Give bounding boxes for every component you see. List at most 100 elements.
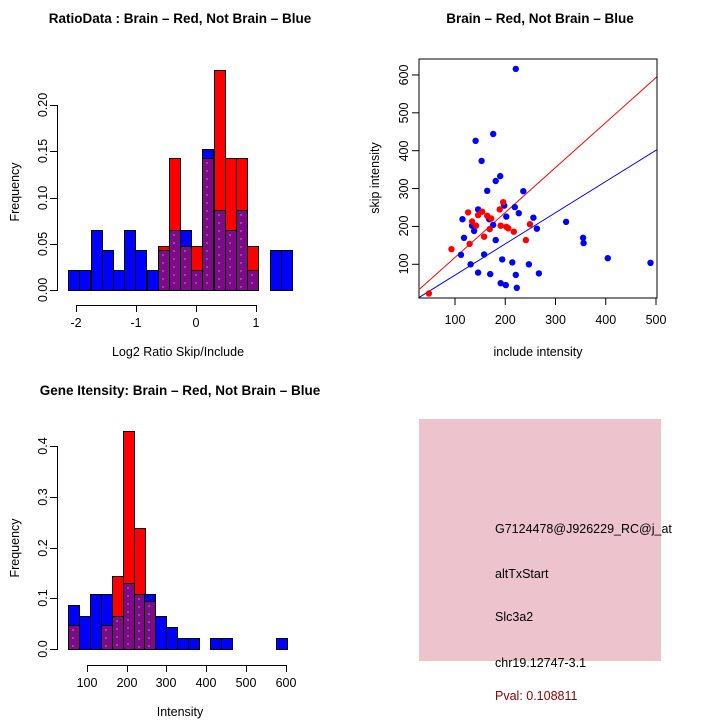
plot-area: 0.00 0.05 0.10 0.15 0.20 -2 -1 0 1 — [0, 0, 360, 360]
scatter-point-blue — [487, 270, 494, 278]
scatter-point-red — [425, 290, 433, 297]
y-axis-line — [57, 445, 58, 651]
scatter-point-blue — [490, 130, 497, 138]
hist-bar-blue — [79, 270, 91, 291]
x-tick-label: 200 — [494, 313, 516, 327]
hist-bar-red — [123, 431, 135, 585]
hist-bar-overlap — [247, 270, 259, 291]
scatter-point-red — [448, 246, 455, 253]
scatter-point-red — [478, 208, 486, 215]
scatter-point-blue — [509, 259, 516, 266]
y-tick — [50, 598, 57, 599]
scatter-point-red — [464, 209, 472, 216]
chart-title: Brain – Red, Not Brain – Blue — [446, 11, 634, 26]
scatter-point-blue — [478, 157, 485, 165]
pvalue: Pval: 0.108811 — [495, 689, 578, 703]
x-tick — [286, 665, 287, 672]
hist-bar-overlap — [169, 230, 181, 291]
y-tick-label: 500 — [397, 102, 411, 124]
x-tick-label: 200 — [116, 676, 138, 690]
y-axis-line — [57, 105, 58, 291]
hist-bar-blue — [68, 605, 80, 627]
scatter-point-blue — [474, 269, 482, 276]
scatter-point-blue — [511, 203, 518, 211]
scatter-point-blue — [492, 236, 499, 244]
x-tick-label: 300 — [155, 676, 177, 690]
hist-bar-overlap — [180, 246, 192, 291]
genome-location: chr19.12747-3.1 — [495, 656, 587, 670]
x-tick-label: -1 — [130, 316, 142, 330]
x-tick-label: 400 — [195, 676, 217, 690]
hist-bar-overlap — [214, 210, 226, 291]
x-tick-label: 600 — [275, 676, 297, 690]
y-tick-label: 0.15 — [36, 138, 50, 164]
x-tick-label: 0 — [192, 316, 200, 330]
scatter-point-red — [510, 228, 517, 235]
x-tick-label: -2 — [70, 316, 82, 330]
scatter-point-blue — [525, 261, 533, 268]
x-tick-label: 500 — [235, 676, 257, 690]
scatter-svg — [412, 58, 658, 305]
scatter-point-blue — [459, 216, 466, 223]
scatter-point-blue — [470, 227, 478, 235]
chart-title: Gene Itensity: Brain – Red, Not Brain – … — [39, 383, 321, 398]
y-tick — [50, 497, 57, 498]
scatter-point-blue — [604, 255, 611, 262]
scatter-point-blue — [512, 65, 519, 73]
fit-line-blue — [419, 149, 657, 298]
scatter-point-blue — [497, 280, 504, 287]
hist-bar-blue — [144, 594, 156, 603]
scatter-point-blue — [562, 218, 570, 226]
y-tick — [50, 151, 57, 152]
probe-id: G7124478@J926229_RC@j_at — [495, 522, 672, 536]
scatter-point-blue — [520, 188, 527, 195]
hist-bar-overlap — [134, 594, 146, 651]
scatter-point-red — [522, 236, 530, 244]
chart-title: RatioData : Brain – Red, Not Brain – Blu… — [48, 11, 312, 26]
scatter-point-red — [505, 225, 512, 232]
x-tick-label: 400 — [595, 313, 617, 327]
y-tick — [50, 244, 57, 245]
hist-bar-blue — [180, 230, 192, 247]
scatter-point-red — [468, 218, 476, 225]
y-tick — [50, 548, 57, 549]
scatter-point-red — [500, 199, 507, 206]
scatter-point-red — [472, 222, 480, 229]
hist-bar-red — [236, 158, 248, 211]
y-tick-label: 200 — [397, 215, 411, 237]
x-tick-label: 1 — [252, 316, 260, 330]
scatter-point-red — [526, 221, 534, 228]
x-axis-line — [76, 305, 257, 306]
hist-bar-blue — [281, 250, 293, 291]
plot-area: 100 200 300 400 500 100 200 300 400 500 600 — [360, 0, 720, 360]
plot-box — [418, 58, 658, 299]
x-tick — [166, 665, 167, 672]
x-tick — [127, 665, 128, 672]
y-tick-label: 0.20 — [36, 92, 50, 118]
hist-bar-red — [214, 70, 226, 211]
y-tick — [50, 198, 57, 199]
scatter-point-blue — [499, 256, 506, 263]
y-tick — [50, 649, 57, 650]
scatter-point-red — [486, 225, 493, 233]
hist-bar-blue — [276, 638, 288, 651]
x-tick — [136, 305, 137, 312]
scatter-point-red — [488, 215, 495, 222]
hist-bar-red — [247, 246, 259, 271]
scatter-point-blue — [579, 234, 587, 241]
scatter-point-blue — [580, 239, 587, 247]
hist-bar-blue — [135, 250, 147, 291]
y-tick — [50, 290, 57, 291]
scatter-point-blue — [513, 284, 520, 291]
x-tick — [87, 665, 88, 672]
scatter-point-red — [466, 240, 473, 248]
scatter-point-blue — [480, 251, 488, 258]
scatter-point-blue — [490, 221, 497, 229]
scatter-point-blue — [492, 177, 499, 185]
y-tick-label: 400 — [397, 140, 411, 162]
hist-bar-blue — [188, 638, 200, 651]
x-tick-label: 100 — [76, 676, 98, 690]
y-tick-label: 0.1 — [36, 589, 50, 607]
hist-bar-red — [134, 528, 146, 596]
